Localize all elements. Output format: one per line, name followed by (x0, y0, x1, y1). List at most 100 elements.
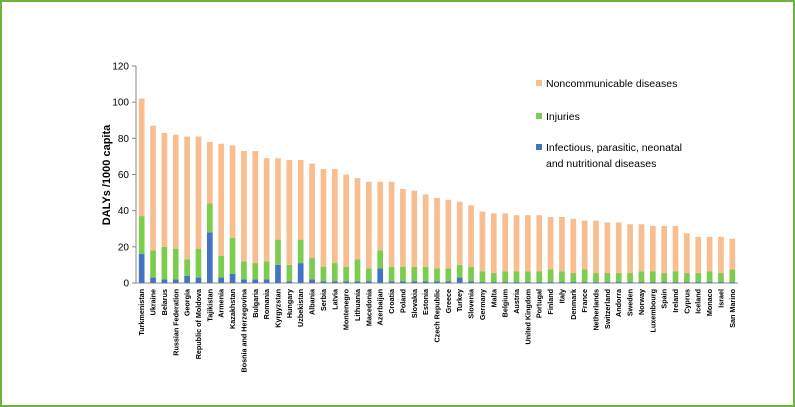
bar-segment-infectious (513, 282, 520, 283)
bar-segment-noncommunicable (729, 238, 736, 270)
bar-segment-infectious (252, 279, 259, 283)
bar-segment-infectious (286, 281, 293, 283)
bar-segment-noncommunicable (570, 218, 577, 274)
bar-segment-infectious (593, 282, 599, 283)
bar-segment-infectious (218, 277, 225, 283)
x-tick-label: Cyprus (682, 289, 691, 314)
bar-segment-infectious (366, 281, 372, 283)
category-labels: Turkmenistan Ukraine Belarus Russian Federa… (137, 288, 737, 372)
x-tick-label: Turkmenistan (137, 289, 146, 336)
bar-segment-infectious (525, 282, 531, 283)
bar-segment-injuries (366, 268, 372, 282)
bar-segment-injuries (513, 271, 520, 283)
bar-segment-injuries (229, 237, 236, 274)
x-tick-label: Tajikistan (205, 289, 214, 322)
bar-segment-injuries (400, 266, 406, 282)
bar-segment-injuries (218, 255, 225, 278)
bar-segment-noncommunicable (331, 169, 338, 264)
x-tick-label: Norway (637, 289, 646, 315)
bar-segment-noncommunicable (366, 181, 372, 269)
bar-segment-noncommunicable (468, 205, 474, 267)
bar-segment-infectious (468, 281, 474, 283)
y-tick-label: 0 (123, 279, 129, 290)
x-tick-label: Belarus (160, 289, 169, 315)
bar-segment-noncommunicable (320, 169, 327, 267)
bar-segment-injuries (354, 259, 361, 282)
bar-segment-injuries (695, 273, 702, 283)
bar-segment-noncommunicable (513, 215, 520, 272)
bar-segment-noncommunicable (615, 222, 622, 274)
x-tick-label: Azerbaijan (376, 289, 385, 325)
bar-segment-infectious (161, 279, 168, 283)
bar-segment-injuries (286, 264, 293, 282)
bar-segment-infectious (388, 281, 395, 283)
bar-segment-injuries (331, 263, 338, 282)
bar-segment-noncommunicable (172, 134, 179, 249)
axes: 0 20 40 60 80 100 120 (112, 62, 738, 290)
bar-segment-injuries (184, 259, 190, 276)
x-tick-label: Slovakia (410, 288, 419, 318)
bar-segment-infectious (615, 282, 622, 283)
x-tick-label: San Marino (728, 288, 737, 327)
bar-segment-infectious (138, 254, 145, 283)
x-tick-label: Iceland (694, 289, 703, 314)
bar-segment-infectious (718, 282, 724, 283)
bar-segment-noncommunicable (695, 236, 702, 274)
x-tick-label: Luxembourg (648, 289, 657, 333)
legend-label-injuries: Injuries (546, 111, 580, 123)
bar-segment-noncommunicable (184, 136, 190, 260)
bar-segment-noncommunicable (411, 190, 418, 267)
bar-segment-infectious (490, 282, 497, 283)
bar-segment-injuries (150, 250, 156, 278)
x-tick-label: Armenia (217, 288, 226, 318)
bar-segment-injuries (172, 248, 179, 280)
y-tick-label: 120 (112, 62, 129, 73)
bar-segment-noncommunicable (434, 198, 440, 269)
x-tick-label: Russian Federation (171, 289, 180, 356)
x-tick-label: Albania (308, 288, 317, 315)
bar-segment-infectious (479, 282, 486, 283)
x-tick-label: Ukraine (149, 289, 158, 315)
legend-label-infectious-line2: and nutritional diseases (546, 158, 656, 170)
y-axis-label: DALYs /1000 capita (101, 124, 113, 225)
bar-segment-injuries (411, 266, 418, 282)
bar-segment-injuries (241, 261, 247, 280)
bar-segment-infectious (684, 282, 690, 283)
bar-segment-noncommunicable (649, 226, 656, 272)
bar-segment-infectious (377, 268, 384, 283)
bar-segment-infectious (297, 263, 304, 283)
bar-segment-noncommunicable (502, 213, 508, 272)
x-tick-label: Denmark (569, 289, 578, 320)
bar-segment-injuries (627, 273, 633, 283)
bar-segment-noncommunicable (547, 216, 554, 270)
x-tick-label: Slovenia (467, 288, 476, 319)
x-tick-label: Ireland (671, 289, 680, 313)
bar-segment-noncommunicable (206, 141, 213, 204)
bar-segment-injuries (536, 271, 543, 283)
legend-label-noncommunicable: Noncommunicable diseases (546, 78, 677, 90)
bar-segment-infectious (241, 279, 247, 283)
x-tick-label: Croatia (387, 288, 396, 314)
bar-segment-infectious (411, 281, 418, 283)
x-tick-label: Bulgaria (251, 288, 260, 318)
bar-segment-noncommunicable (309, 163, 315, 258)
bar-segment-noncommunicable (150, 125, 156, 251)
bar-segment-injuries (320, 266, 327, 282)
legend: Noncommunicable diseases Injuries Infect… (536, 78, 682, 170)
bar-segment-injuries (547, 269, 554, 283)
bar-segment-injuries (490, 273, 497, 283)
bar-segment-injuries (252, 263, 259, 280)
bar-segment-noncommunicable (138, 98, 145, 217)
bar-segment-injuries (649, 271, 656, 283)
bar-segment-injuries (593, 273, 599, 283)
x-tick-label: Serbia (319, 288, 328, 311)
bar-segment-injuries (263, 261, 270, 280)
bar-segment-infectious (422, 281, 429, 283)
x-tick-label: Lithuania (353, 288, 362, 321)
bar-segment-noncommunicable (275, 158, 281, 240)
x-tick-label: France (580, 289, 589, 313)
bar-segment-infectious (343, 281, 349, 283)
bar-segment-injuries (479, 271, 486, 283)
x-tick-label: Austria (512, 288, 521, 314)
x-tick-label: Spain (660, 289, 669, 309)
